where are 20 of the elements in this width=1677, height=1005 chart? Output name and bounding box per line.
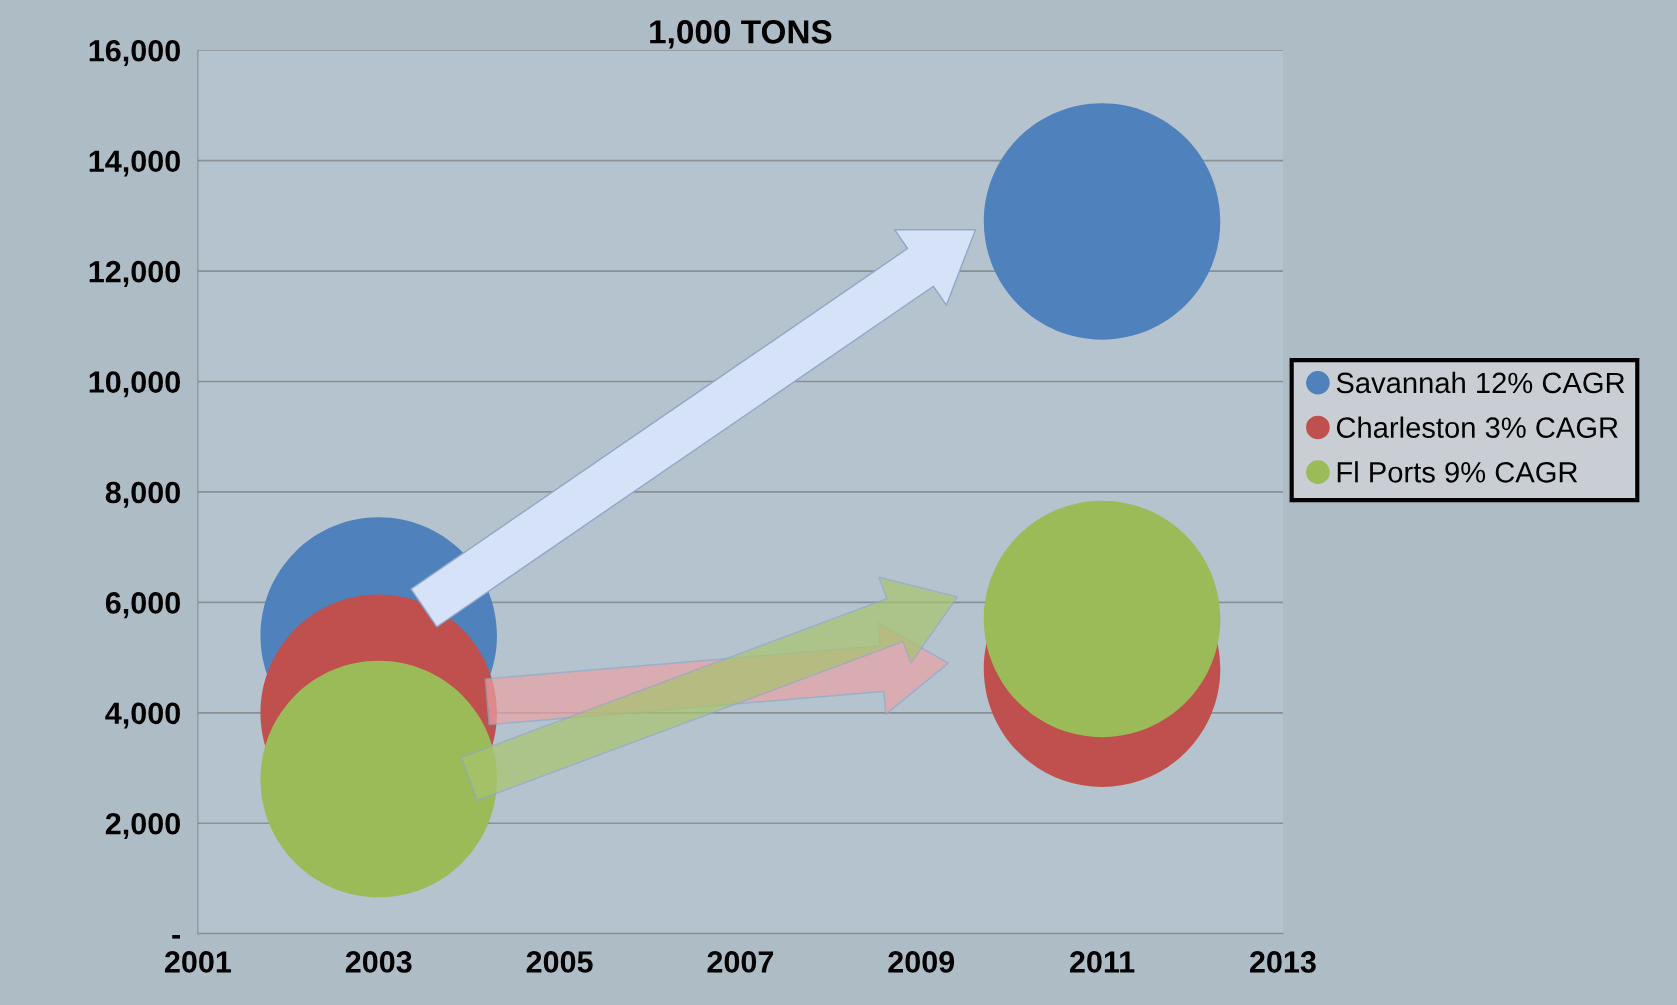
x-tick-label: 2007 bbox=[707, 951, 774, 973]
x-tick-label: 2001 bbox=[164, 951, 232, 973]
x-tick-label: 2013 bbox=[1249, 951, 1316, 973]
y-tick-label: 2,000 bbox=[105, 812, 180, 840]
y-tick-label: 6,000 bbox=[105, 592, 180, 619]
legend-label: Charleston 3% CAGR bbox=[1336, 416, 1618, 438]
y-tick-label: 8,000 bbox=[105, 481, 180, 508]
x-tick-label: 2011 bbox=[1069, 951, 1135, 973]
y-tick-label: 4,000 bbox=[105, 702, 180, 729]
x-tick-label: 2003 bbox=[345, 951, 412, 973]
x-tick-label: 2005 bbox=[526, 951, 593, 973]
legend-label: Savannah 12% CAGR bbox=[1336, 371, 1625, 394]
legend-label: Fl Ports 9% CAGR bbox=[1337, 461, 1578, 483]
y-tick-label: 10,000 bbox=[89, 371, 180, 398]
y-tick-label: 12,000 bbox=[89, 260, 180, 287]
y-tick-label: - bbox=[172, 934, 180, 939]
y-tick-label: 16,000 bbox=[89, 39, 180, 67]
x-tick-label: 2009 bbox=[888, 951, 955, 973]
y-tick-label: 14,000 bbox=[89, 150, 180, 177]
chart-title: 1,000 TONS bbox=[650, 20, 832, 49]
